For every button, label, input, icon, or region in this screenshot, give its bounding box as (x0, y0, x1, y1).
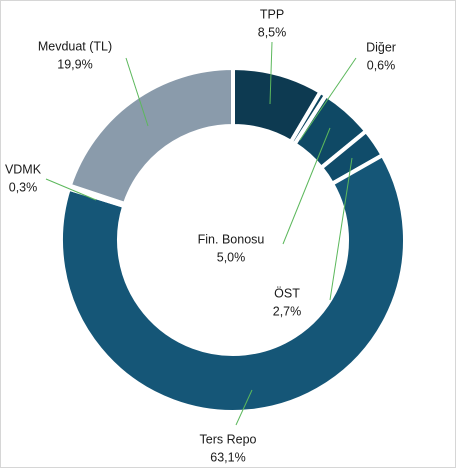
slice-label: Diğer (366, 40, 396, 54)
slice-label: VDMK (5, 162, 42, 176)
leader-line (45, 178, 97, 201)
leader-line (282, 127, 331, 245)
leader-line (235, 389, 253, 426)
slice-label: TPP (260, 7, 284, 21)
leader-line (125, 57, 149, 127)
slice-value: 63,1% (210, 450, 245, 464)
slice (59, 152, 407, 414)
slice-label: ÖST (274, 286, 300, 300)
slice-value: 19,9% (57, 57, 92, 71)
slice-label: Mevduat (TL) (38, 39, 112, 53)
slice-value: 5,0% (217, 250, 246, 264)
slice-label: Ters Repo (200, 432, 257, 446)
slice-value: 2,7% (273, 304, 302, 318)
slice (67, 65, 235, 207)
leader-line (269, 41, 273, 105)
slice-value: 0,3% (9, 180, 38, 194)
slice-label: Fin. Bonosu (198, 232, 265, 246)
leader-line (299, 57, 357, 141)
slice-value: 0,6% (367, 58, 396, 72)
slice-value: 8,5% (258, 25, 287, 39)
leader-line (329, 157, 353, 301)
